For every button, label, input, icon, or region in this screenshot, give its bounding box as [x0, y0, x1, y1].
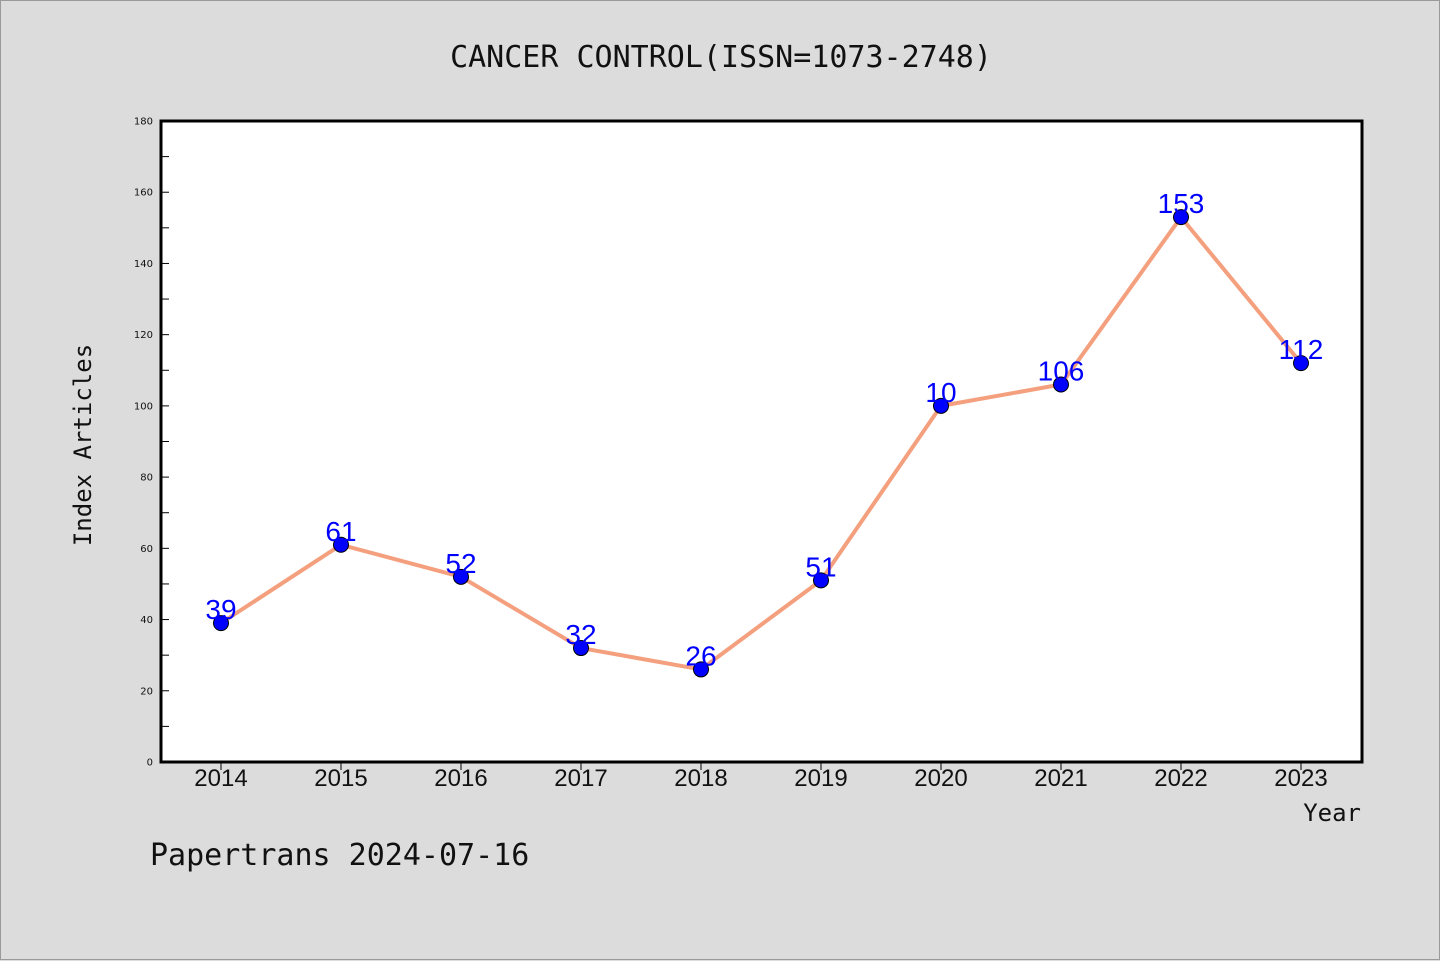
y-tick-label: 100: [134, 401, 153, 412]
x-tick-label: 2023: [1274, 765, 1327, 792]
data-point: [213, 615, 229, 632]
y-tick-label: 40: [140, 615, 153, 626]
data-point: [333, 536, 349, 553]
x-tick-label: 2017: [554, 765, 607, 792]
y-axis: 0 20 40 60 80 100 120 140 160 180: [134, 117, 169, 769]
data-label: 61: [325, 516, 356, 547]
x-tick-label: 2016: [434, 765, 487, 792]
data-point: [453, 568, 469, 585]
data-label: 52: [445, 548, 476, 579]
data-label: 32: [565, 619, 596, 650]
series-line-group: 39 61 52 32 26 51 10 106 153 112: [205, 188, 1324, 678]
data-point: [1293, 355, 1309, 372]
x-tick-label: 2020: [914, 765, 967, 792]
data-label: 39: [205, 594, 236, 625]
y-tick-label: 0: [147, 758, 153, 769]
data-point: [933, 397, 949, 414]
y-tick-label: 140: [134, 259, 153, 270]
data-point: [813, 572, 829, 589]
chart-title: CANCER CONTROL(ISSN=1073-2748): [450, 40, 992, 75]
data-point: [693, 661, 709, 678]
x-tick-label: 2018: [674, 765, 727, 792]
y-tick-label: 60: [140, 544, 153, 555]
data-label: 26: [685, 640, 716, 671]
data-label: 112: [1279, 334, 1324, 365]
series-line: [219, 215, 1303, 672]
data-label: 51: [805, 551, 836, 582]
x-tick-label: 2021: [1034, 765, 1087, 792]
x-tick-label: 2019: [794, 765, 847, 792]
data-label: 153: [1158, 188, 1205, 219]
y-tick-label: 20: [140, 686, 153, 697]
x-tick-label: 2022: [1154, 765, 1207, 792]
y-tick-label: 80: [140, 473, 153, 484]
y-tick-label: 160: [134, 188, 153, 199]
x-axis: 2014 2015 2016 2017 2018 2019 2020 2021 2022 2023: [194, 762, 1328, 792]
x-tick-label: 2014: [194, 765, 247, 792]
data-label: 10: [925, 377, 956, 408]
y-tick-label: 180: [134, 117, 153, 128]
x-tick-label: 2015: [314, 765, 367, 792]
y-axis-label: Index Articles: [69, 344, 97, 546]
footer-credit: Papertrans 2024-07-16: [150, 838, 529, 873]
data-label: 106: [1038, 356, 1085, 387]
x-axis-label: Year: [1303, 799, 1361, 827]
data-point: [1173, 209, 1189, 226]
y-tick-label: 120: [134, 330, 153, 341]
data-point: [1053, 376, 1069, 393]
data-point: [573, 640, 589, 657]
plot-area: [159, 119, 1364, 764]
